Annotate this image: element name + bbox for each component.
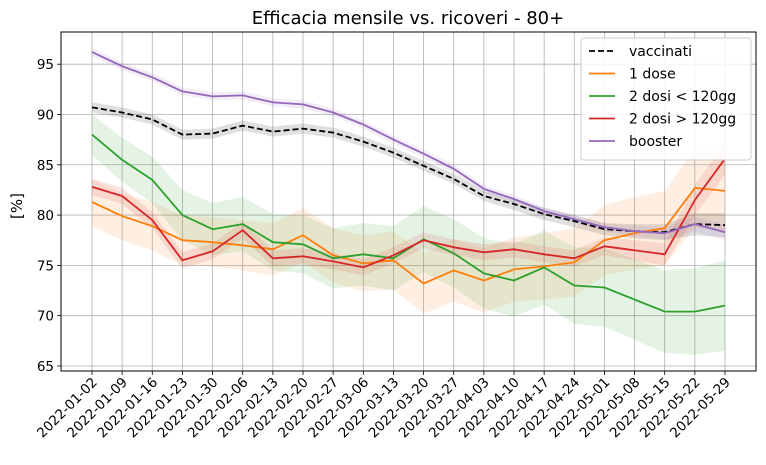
- legend-label: 2 dosi < 120gg: [629, 89, 736, 105]
- legend-label: vaccinati: [629, 44, 692, 60]
- confidence-band: [92, 114, 725, 355]
- grid-lines: [61, 32, 756, 371]
- series-lines: [91, 51, 726, 313]
- y-tick-label: 75: [37, 258, 54, 274]
- confidence-band: [92, 142, 725, 276]
- y-tick-label: 80: [37, 208, 54, 224]
- plot-frame: [60, 31, 757, 372]
- confidence-bands: [92, 48, 725, 355]
- y-tick-label: 85: [37, 158, 54, 174]
- legend-label: 1 dose: [629, 67, 676, 83]
- legend-box: [580, 37, 752, 161]
- y-tick-label: 90: [37, 107, 54, 123]
- series-line: [91, 106, 726, 234]
- legend-label: booster: [629, 134, 682, 150]
- legend-label: 2 dosi > 120gg: [629, 112, 736, 128]
- confidence-band: [92, 48, 725, 241]
- confidence-band: [92, 102, 725, 241]
- y-axis: 65 70 75 80 85 90 95: [37, 57, 61, 375]
- y-tick-label: 95: [37, 57, 54, 73]
- confidence-band: [92, 148, 725, 314]
- series-line: [91, 186, 726, 285]
- series-line: [91, 51, 726, 235]
- legend: vaccinati 1 dose 2 dosi < 120gg 2 dosi > 12…: [580, 37, 752, 161]
- chart-title: Efficacia mensile vs. ricoveri - 80+: [252, 8, 564, 29]
- y-axis-label: [%]: [8, 193, 26, 219]
- y-tick-label: 65: [37, 359, 54, 375]
- x-axis: 2022-01-022022-01-092022-01-162022-01-23…: [34, 371, 734, 441]
- y-tick-label: 70: [37, 309, 54, 325]
- series-line: [91, 158, 726, 269]
